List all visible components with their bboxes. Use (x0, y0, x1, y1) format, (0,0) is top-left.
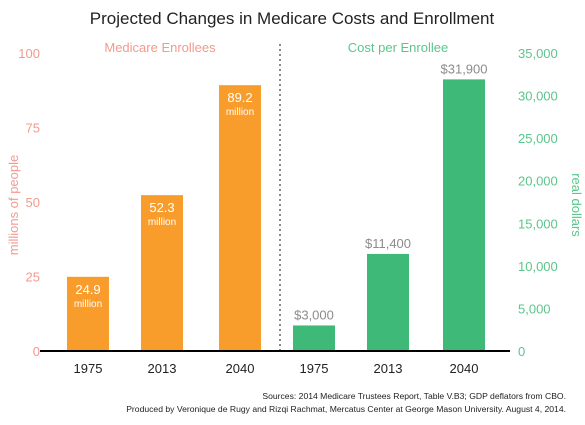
cost-y-tick-label: 25,000 (518, 131, 558, 146)
cost-y-axis-label: real dollars (569, 173, 584, 237)
cost-bar-2013 (367, 253, 409, 351)
enrollees-y-tick-label: 25 (26, 270, 40, 285)
cost-x-tick-label: 1975 (300, 361, 329, 376)
chart-title: Projected Changes in Medicare Costs and … (90, 9, 495, 28)
enrollees-x-tick-label: 1975 (74, 361, 103, 376)
enrollees-value-label: 52.3 (149, 200, 174, 215)
cost-y-tick-label: 30,000 (518, 89, 558, 104)
enrollees-panel-title: Medicare Enrollees (104, 40, 216, 55)
cost-y-tick-label: 0 (518, 344, 525, 359)
cost-value-label: $31,900 (441, 61, 488, 76)
cost-bar-1975 (293, 325, 335, 351)
enrollees-unit-label: million (74, 299, 102, 310)
enrollees-panel: Medicare Enrollees millions of people 0 25 5… (6, 40, 261, 376)
cost-panel-title: Cost per Enrollee (348, 40, 448, 55)
enrollees-y-tick-label: 75 (26, 121, 40, 136)
credit-line: Produced by Veronique de Rugy and Rizqi … (126, 404, 566, 414)
cost-x-tick-label: 2040 (450, 361, 479, 376)
enrollees-unit-label: million (226, 107, 254, 118)
cost-y-tick-label: 35,000 (518, 46, 558, 61)
cost-bar-2040 (443, 79, 485, 351)
enrollees-value-label: 24.9 (75, 282, 100, 297)
enrollees-value-label: 89.2 (227, 90, 252, 105)
enrollees-bar-2013 (141, 195, 183, 351)
cost-y-tick-label: 20,000 (518, 174, 558, 189)
enrollees-x-tick-label: 2040 (226, 361, 255, 376)
enrollees-unit-label: million (148, 217, 176, 228)
cost-panel: Cost per Enrollee real dollars 0 5,000 10,00… (293, 40, 584, 376)
cost-x-tick-label: 2013 (374, 361, 403, 376)
enrollees-bar-2040 (219, 85, 261, 352)
enrollees-y-axis-label: millions of people (6, 155, 21, 255)
enrollees-y-tick-label: 50 (26, 195, 40, 210)
enrollees-y-tick-label: 100 (18, 46, 40, 61)
cost-y-tick-label: 15,000 (518, 216, 558, 231)
cost-value-label: $11,400 (365, 236, 411, 251)
sources-line: Sources: 2014 Medicare Trustees Report, … (262, 391, 566, 401)
enrollees-bar-1975 (67, 276, 109, 351)
cost-y-tick-label: 10,000 (518, 259, 558, 274)
cost-value-label: $3,000 (294, 307, 334, 322)
enrollees-y-tick-label: 0 (33, 344, 40, 359)
enrollees-x-tick-label: 2013 (148, 361, 177, 376)
cost-y-tick-label: 5,000 (518, 301, 551, 316)
